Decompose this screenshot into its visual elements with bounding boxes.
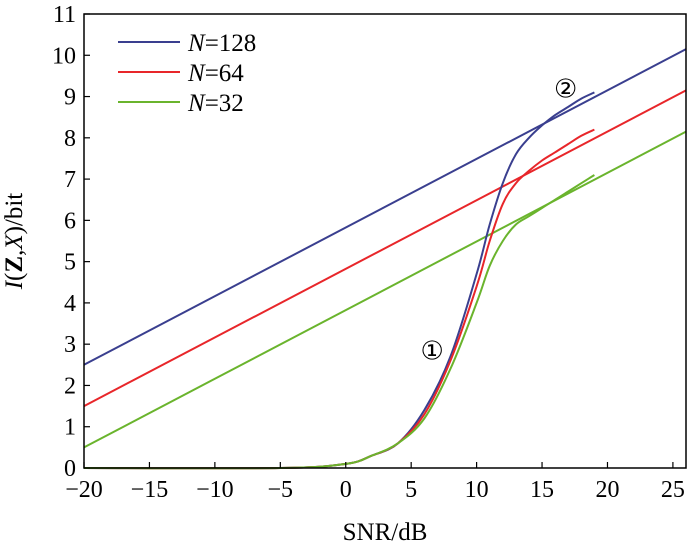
sigmoid-line-0 <box>83 91 595 470</box>
y-tick-label: 1 <box>64 415 76 441</box>
x-tick-label: 25 <box>661 477 685 503</box>
y-tick-label: 0 <box>64 456 76 482</box>
y-tick-label: 6 <box>64 208 76 234</box>
y-tick-label: 3 <box>64 332 76 358</box>
x-tick-label: −15 <box>131 477 169 503</box>
series-line-2 <box>83 130 687 449</box>
sigmoid-line-1 <box>83 128 595 470</box>
x-tick-label: −10 <box>196 477 234 503</box>
series-layer <box>83 48 687 470</box>
x-axis-label: SNR/dB <box>343 519 428 546</box>
x-tick-label: 20 <box>595 477 619 503</box>
y-tick-label: 10 <box>52 43 76 69</box>
y-tick-label: 2 <box>64 373 76 399</box>
x-tick-label: 15 <box>530 477 554 503</box>
legend-label-1: N=64 <box>187 60 244 87</box>
y-tick-label: 7 <box>64 167 76 193</box>
y-axis-label: I(Z,X)/bit <box>1 193 28 291</box>
y-tick-label: 9 <box>64 85 76 111</box>
legend-label-0: N=128 <box>187 30 256 57</box>
x-tick-label: −20 <box>65 477 103 503</box>
y-tick-label: 5 <box>64 250 76 276</box>
annotation-1: ① <box>420 336 443 366</box>
annotation-2: ② <box>554 74 577 104</box>
x-tick-label: 10 <box>465 477 489 503</box>
y-tick-label: 8 <box>64 126 76 152</box>
y-tick-label: 11 <box>53 2 76 28</box>
plot-frame <box>83 13 687 469</box>
x-tick-label: 0 <box>340 477 352 503</box>
x-tick-label: −5 <box>268 477 294 503</box>
legend: N=128 N=64 N=32 <box>118 30 256 117</box>
y-tick-label: 4 <box>64 291 76 317</box>
series-line-0 <box>83 48 687 366</box>
legend-label-2: N=32 <box>187 90 244 117</box>
series-line-1 <box>83 89 687 407</box>
x-tick-label: 5 <box>405 477 417 503</box>
